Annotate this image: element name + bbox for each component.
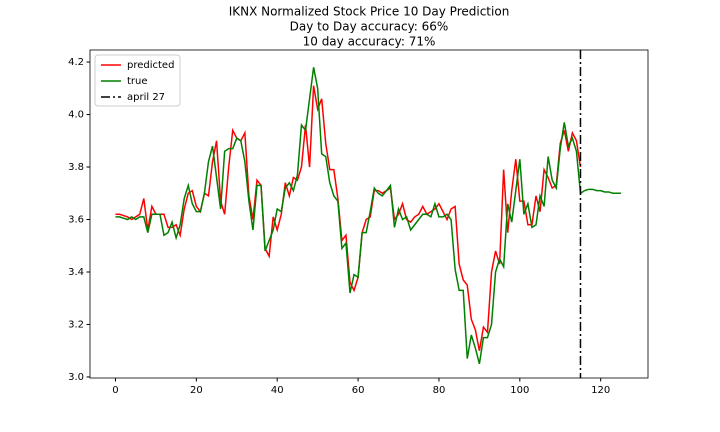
legend-label: true [127, 76, 148, 87]
legend-label: predicted [127, 60, 174, 71]
x-tick-label: 40 [271, 385, 284, 396]
legend-label: april 27 [127, 92, 165, 103]
x-tick-label: 120 [591, 385, 610, 396]
y-tick-label: 4.0 [68, 110, 84, 121]
x-tick-label: 60 [352, 385, 365, 396]
line-series [115, 67, 621, 365]
plot-frame [89, 49, 649, 379]
chart-title: IKNX Normalized Stock Price 10 Day Predi… [229, 5, 510, 19]
chart-subtitle: 10 day accuracy: 71% [303, 35, 436, 49]
x-tick-label: 20 [190, 385, 203, 396]
x-tick-label: 100 [510, 385, 529, 396]
x-tick-label: 0 [112, 385, 118, 396]
y-tick-label: 3.8 [68, 162, 84, 173]
y-tick-label: 3.6 [68, 215, 84, 226]
x-tick-label: 80 [433, 385, 446, 396]
chart-subtitle: Day to Day accuracy: 66% [290, 20, 449, 34]
y-tick-label: 3.2 [68, 319, 84, 330]
legend-box [94, 54, 181, 107]
y-tick-label: 3.0 [68, 372, 84, 383]
y-tick-label: 4.2 [68, 57, 84, 68]
y-tick-label: 3.4 [68, 267, 84, 278]
